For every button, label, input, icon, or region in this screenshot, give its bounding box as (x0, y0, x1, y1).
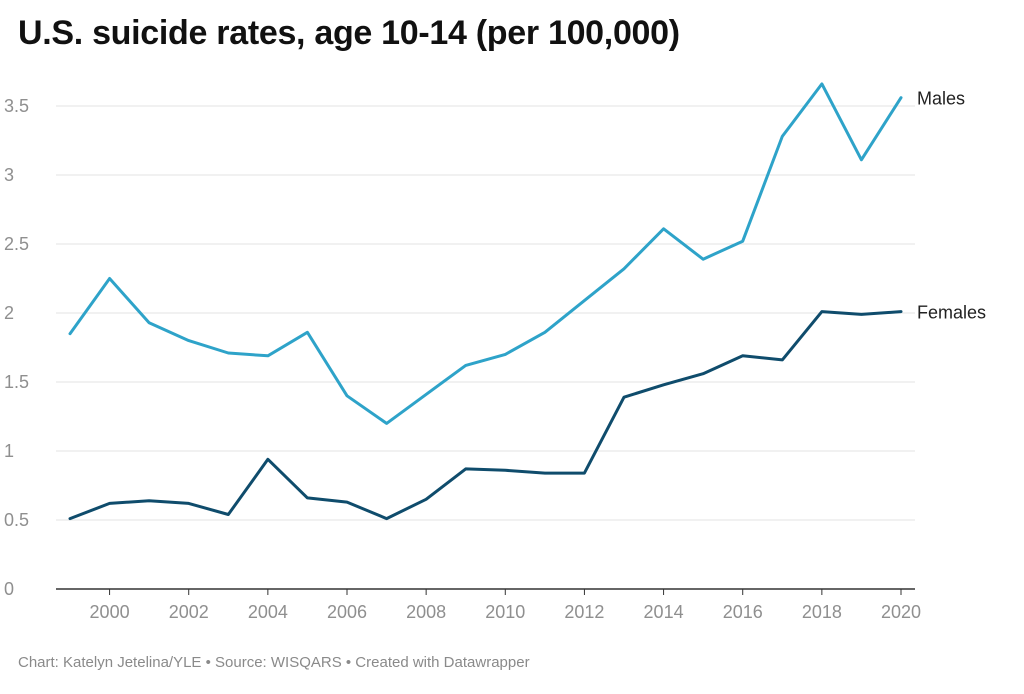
x-tick-label: 2008 (406, 602, 446, 622)
x-tick-label: 2010 (485, 602, 525, 622)
x-tick-label: 2004 (248, 602, 288, 622)
y-tick-label: 1 (4, 441, 14, 461)
x-tick-label: 2016 (723, 602, 763, 622)
y-tick-label: 2.5 (4, 234, 29, 254)
y-tick-label: 1.5 (4, 372, 29, 392)
chart-credits: Chart: Katelyn Jetelina/YLE • Source: WI… (18, 654, 530, 671)
x-tick-label: 2000 (90, 602, 130, 622)
y-tick-label: 2 (4, 303, 14, 323)
series-lines (68, 82, 903, 521)
series-line-females (68, 310, 903, 521)
axes: 0 0.5 1 1.5 2 2.5 3 3.5 2000 2002 2004 2006 2008 2010… (4, 96, 921, 622)
x-tick-label: 2006 (327, 602, 367, 622)
series-line-males (68, 82, 903, 425)
gridlines (56, 105, 915, 590)
x-tick-label: 2012 (564, 602, 604, 622)
y-tick-label: 3.5 (4, 96, 29, 116)
y-tick-label: 3 (4, 165, 14, 185)
y-tick-label: 0 (4, 579, 14, 599)
y-tick-label: 0.5 (4, 510, 29, 530)
x-tick-label: 2002 (169, 602, 209, 622)
series-label-males: Males (917, 89, 965, 109)
x-tick-label: 2020 (881, 602, 921, 622)
chart-title: U.S. suicide rates, age 10-14 (per 100,0… (18, 14, 680, 52)
series-label-females: Females (917, 303, 986, 323)
x-tick-label: 2014 (644, 602, 684, 622)
series-labels: Males Females (917, 89, 986, 323)
x-tick-label: 2018 (802, 602, 842, 622)
